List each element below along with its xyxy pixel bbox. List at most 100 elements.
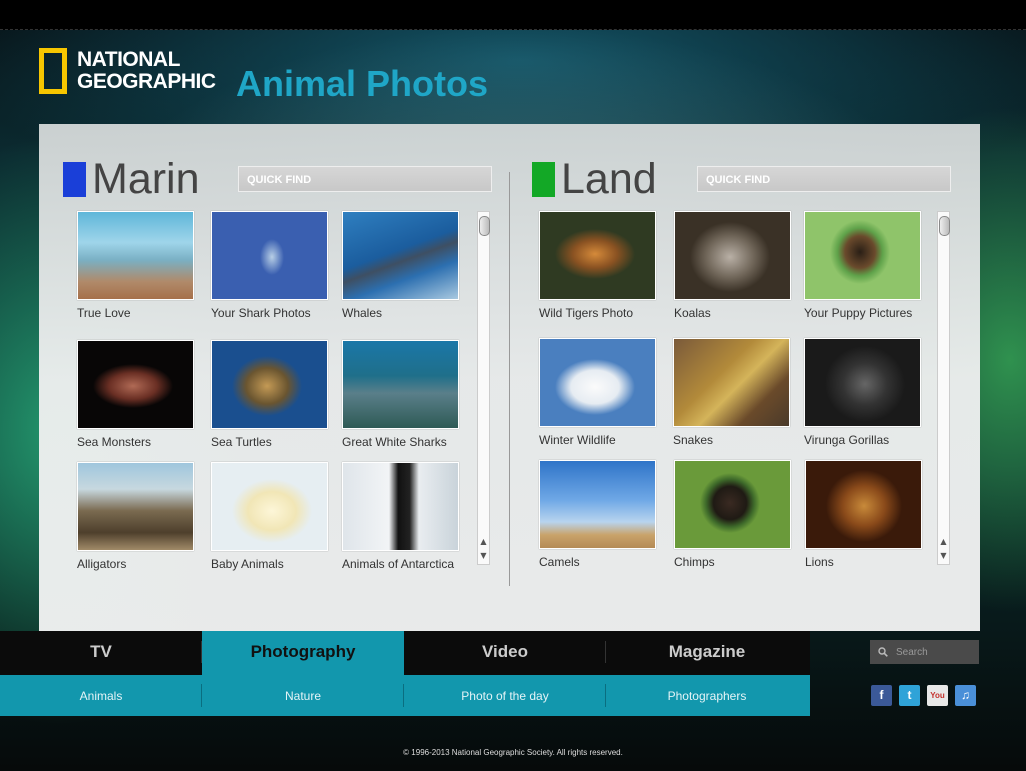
itunes-icon[interactable]: ♫ <box>955 685 976 706</box>
photo-caption[interactable]: Wild Tigers Photo <box>539 306 634 320</box>
facebook-icon[interactable]: f <box>871 685 892 706</box>
photo-caption[interactable]: Alligators <box>77 557 127 571</box>
photo-card[interactable]: Your Shark Photos <box>211 211 328 320</box>
search-icon[interactable] <box>878 647 888 657</box>
photo-card[interactable]: Lions <box>805 460 922 569</box>
photo-thumbnail[interactable] <box>211 340 328 429</box>
scrollbar-thumb[interactable] <box>939 216 950 236</box>
photo-thumbnail[interactable] <box>805 460 922 549</box>
scroll-up-icon[interactable]: ▲ <box>480 537 487 546</box>
photo-caption[interactable]: Lions <box>805 555 834 569</box>
photo-thumbnail[interactable] <box>77 462 194 551</box>
nav-separator <box>605 641 606 663</box>
photo-card[interactable]: Animals of Antarctica <box>342 462 459 571</box>
photo-caption[interactable]: Snakes <box>673 433 714 447</box>
photo-caption[interactable]: Your Shark Photos <box>211 306 311 320</box>
nav-label: Photography <box>250 642 356 661</box>
natgeo-frame-icon <box>39 48 67 94</box>
photo-card[interactable]: Winter Wildlife <box>539 338 656 447</box>
marine-quick-find[interactable]: QUICK FIND <box>238 166 492 192</box>
land-heading: Land <box>532 157 657 201</box>
photo-thumbnail[interactable] <box>77 340 194 429</box>
photo-thumbnail[interactable] <box>804 211 921 300</box>
photo-thumbnail[interactable] <box>674 460 791 549</box>
logo-line-2: GEOGRAPHIC <box>77 70 216 93</box>
photo-thumbnail[interactable] <box>804 338 921 427</box>
photo-caption[interactable]: Sea Monsters <box>77 435 152 449</box>
photo-caption[interactable]: Chimps <box>674 555 715 569</box>
land-scrollbar[interactable]: ▲ ▼ <box>937 211 950 565</box>
land-title: Land <box>561 155 657 203</box>
copyright-footer: © 1996-2013 National Geographic Society.… <box>403 748 623 757</box>
marine-scrollbar[interactable]: ▲ ▼ <box>477 211 490 565</box>
photo-caption[interactable]: Baby Animals <box>211 557 284 571</box>
land-grid: Wild Tigers Photo Koalas Your Puppy Pict… <box>539 211 939 571</box>
photo-thumbnail[interactable] <box>342 211 459 300</box>
search-input[interactable] <box>894 645 978 659</box>
photo-card[interactable]: Virunga Gorillas <box>804 338 921 447</box>
scroll-up-icon[interactable]: ▲ <box>940 537 947 546</box>
photo-thumbnail[interactable] <box>673 338 790 427</box>
logo-text: NATIONAL GEOGRAPHIC <box>77 49 216 93</box>
subnav-separator <box>201 684 202 707</box>
photo-caption[interactable]: Great White Sharks <box>342 435 447 449</box>
photo-card[interactable]: Whales <box>342 211 459 320</box>
subnav-animals[interactable]: Animals <box>0 675 202 716</box>
marine-heading: Marin <box>63 157 200 201</box>
land-color-square <box>532 161 555 197</box>
photo-caption[interactable]: Virunga Gorillas <box>804 433 890 447</box>
photo-thumbnail[interactable] <box>211 211 328 300</box>
land-quick-find[interactable]: QUICK FIND <box>697 166 951 192</box>
scroll-down-icon[interactable]: ▼ <box>940 551 947 560</box>
photo-card[interactable]: Sea Monsters <box>77 340 194 449</box>
photo-caption[interactable]: Whales <box>342 306 383 320</box>
main-nav: TV Photography Video Magazine <box>0 631 810 675</box>
youtube-icon[interactable]: You <box>927 685 948 706</box>
photo-card[interactable]: Alligators <box>77 462 194 571</box>
nav-video[interactable]: Video <box>404 631 606 675</box>
photo-caption[interactable]: Your Puppy Pictures <box>804 306 913 320</box>
subnav-photographers[interactable]: Photographers <box>606 675 808 716</box>
photo-caption[interactable]: Koalas <box>674 306 711 320</box>
photo-card[interactable]: Baby Animals <box>211 462 328 571</box>
photo-thumbnail[interactable] <box>211 462 328 551</box>
twitter-icon[interactable]: t <box>899 685 920 706</box>
photo-card[interactable]: True Love <box>77 211 194 320</box>
photo-card[interactable]: Wild Tigers Photo <box>539 211 656 320</box>
photo-caption[interactable]: True Love <box>77 306 131 320</box>
photo-thumbnail[interactable] <box>539 211 656 300</box>
photo-card[interactable]: Koalas <box>674 211 791 320</box>
photo-caption[interactable]: Animals of Antarctica <box>342 557 455 571</box>
photo-thumbnail[interactable] <box>342 340 459 429</box>
nav-tv[interactable]: TV <box>0 631 202 675</box>
section-divider <box>509 172 510 586</box>
photo-card[interactable]: Chimps <box>674 460 791 569</box>
photo-thumbnail[interactable] <box>539 338 656 427</box>
top-strip <box>0 0 1026 30</box>
subnav-separator <box>403 684 404 707</box>
photo-card[interactable]: Great White Sharks <box>342 340 459 449</box>
sub-nav: Animals Nature Photo of the day Photogra… <box>0 675 810 716</box>
nav-photography[interactable]: Photography <box>202 631 404 675</box>
search-box[interactable] <box>870 640 979 664</box>
photo-caption[interactable]: Camels <box>539 555 580 569</box>
photo-card[interactable]: Camels <box>539 460 656 569</box>
photo-card[interactable]: Snakes <box>673 338 790 447</box>
photo-thumbnail[interactable] <box>342 462 459 551</box>
scroll-down-icon[interactable]: ▼ <box>480 551 487 560</box>
subnav-nature[interactable]: Nature <box>202 675 404 716</box>
subnav-label: Nature <box>284 689 322 703</box>
photo-caption[interactable]: Sea Turtles <box>211 435 272 449</box>
photo-thumbnail[interactable] <box>77 211 194 300</box>
photo-thumbnail[interactable] <box>674 211 791 300</box>
subnav-photo-of-the-day[interactable]: Photo of the day <box>404 675 606 716</box>
natgeo-logo[interactable]: NATIONAL GEOGRAPHIC <box>39 48 216 94</box>
nav-label: Video <box>482 642 528 661</box>
photo-card[interactable]: Sea Turtles <box>211 340 328 449</box>
nav-magazine[interactable]: Magazine <box>606 631 808 675</box>
photo-thumbnail[interactable] <box>539 460 656 549</box>
photo-caption[interactable]: Winter Wildlife <box>539 433 616 447</box>
photo-card[interactable]: Your Puppy Pictures <box>804 211 921 320</box>
scrollbar-thumb[interactable] <box>479 216 490 236</box>
